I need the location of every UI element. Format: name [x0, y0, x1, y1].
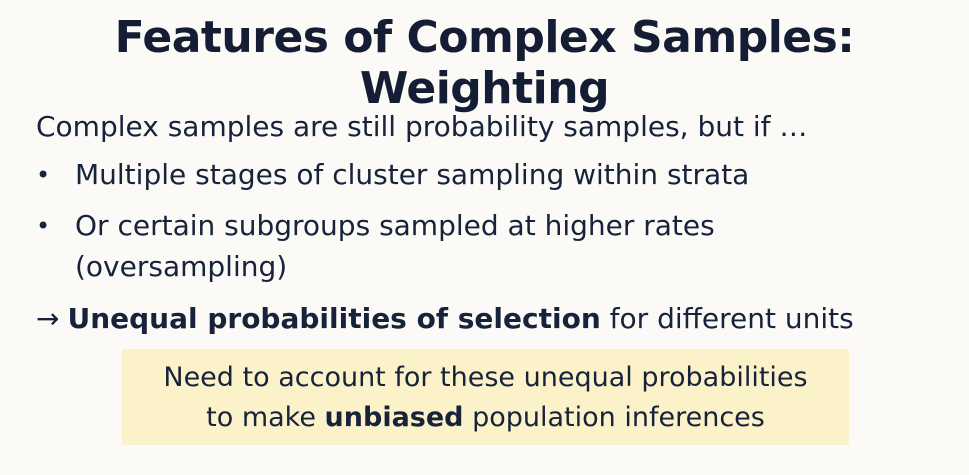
bullet-text-2: Or certain subgroups sampled at higher r… [75, 209, 715, 242]
slide-title: Features of Complex Samples: Weighting [114, 12, 855, 114]
bullet-icon: • [36, 161, 51, 189]
conclusion-rest: for different units [600, 302, 854, 335]
intro-text: Complex samples are still probability sa… [36, 110, 808, 143]
bullet-item-1: • Multiple stages of cluster sampling wit… [36, 158, 749, 192]
callout-line-2-after: population inferences [463, 402, 765, 433]
callout-line-2: to make unbiased population inferences [122, 398, 849, 438]
callout-bold-term: unbiased [324, 402, 464, 433]
conclusion-bold-term: Unequal probabilities of selection [67, 302, 601, 335]
bullet-text-2-continuation: (oversampling) [75, 250, 288, 283]
bullet-text-1: Multiple stages of cluster sampling with… [75, 158, 750, 191]
callout-line-2-before: to make [206, 402, 325, 433]
bullet-item-2: • Or certain subgroups sampled at higher … [36, 209, 715, 243]
right-arrow-icon: → [36, 302, 60, 335]
bullet-icon: • [36, 212, 51, 240]
callout-line-1: Need to account for these unequal probab… [163, 362, 808, 393]
callout-box: Need to account for these unequal probab… [122, 349, 849, 445]
conclusion-line: → Unequal probabilities of selection for … [36, 302, 854, 336]
